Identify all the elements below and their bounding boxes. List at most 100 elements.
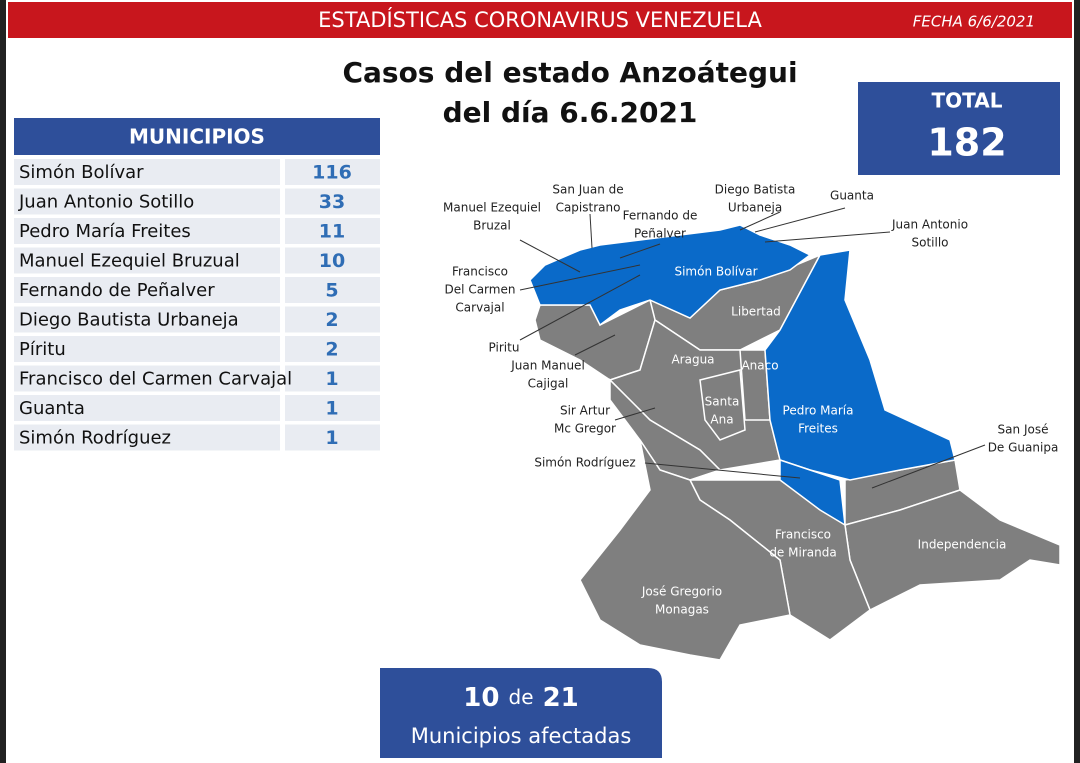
municipio-name: Manuel Ezequiel Bruzual (19, 251, 240, 272)
leader-line (619, 243, 661, 259)
of: de (509, 685, 534, 709)
summary-count: 10 de 21 (463, 683, 579, 713)
municipio-count: 10 (319, 250, 345, 272)
map-label: Monagas (655, 603, 709, 617)
map-label: Sotillo (911, 236, 948, 250)
map-label: Anaco (741, 359, 778, 373)
region (579, 439, 791, 661)
name-cell (14, 365, 280, 392)
municipio-count: 2 (325, 339, 338, 361)
count-cell (285, 277, 380, 303)
map-label: Simón Rodríguez (534, 456, 635, 470)
map-label: Cajigal (528, 377, 569, 391)
leader-line (519, 239, 581, 273)
municipio-name: Juan Antonio Sotillo (18, 192, 194, 213)
municipio-count: 116 (312, 162, 352, 184)
header-bar (8, 2, 1072, 38)
municipio-count: 1 (325, 368, 338, 390)
map-label: Peñalver (634, 227, 686, 241)
map-label: Sir Artur (560, 404, 610, 418)
map-label: Simón Bolívar (674, 265, 757, 279)
leader-line (754, 207, 846, 233)
name-cell (14, 247, 280, 274)
table-header-text: MUNICIPIOS (129, 125, 265, 149)
map-label: Urbaneja (728, 201, 782, 215)
map-label: San José (998, 423, 1049, 437)
map-label: Del Carmen (445, 283, 516, 297)
map-label: Mc Gregor (554, 422, 616, 436)
map: San Juan de Capistrano Manuel Ezequiel Bruz… (443, 183, 1061, 661)
count-cell (285, 395, 380, 421)
map-label: Francisco (775, 528, 831, 542)
region-affected (529, 224, 812, 327)
heading: del día 6.6.2021 (443, 96, 698, 129)
map-label: Fernando de (623, 209, 698, 223)
municipio-name: Francisco del Carmen Carvajal (19, 369, 292, 390)
map-label: Independencia (918, 538, 1007, 552)
table-header (14, 118, 380, 155)
municipio-count: 33 (319, 191, 345, 213)
name-cell (14, 218, 280, 244)
municipio-count: 1 (325, 398, 338, 420)
name-cell (14, 336, 280, 362)
map-label: Carvajal (455, 301, 504, 315)
map-label: Juan Antonio (891, 218, 968, 232)
map-label: José Gregorio (641, 585, 722, 599)
municipio-name: Diego Bautista Urbaneja (19, 310, 239, 331)
map-label: San Juan de (552, 183, 623, 197)
name-cell (14, 306, 280, 333)
map-label: Libertad (731, 305, 781, 319)
total-box (858, 82, 1060, 175)
name-cell (14, 424, 280, 451)
municipio-count: 11 (319, 221, 345, 243)
municipio-count: 5 (325, 280, 338, 302)
summary-box (380, 668, 662, 758)
municipio-name: Píritu (19, 339, 66, 360)
total-value: 182 (927, 121, 1006, 165)
leader-line (871, 444, 986, 489)
leader-line (739, 211, 781, 231)
map-label: Aragua (671, 353, 714, 367)
count-cell (285, 365, 380, 392)
map-label: Juan Manuel (510, 359, 585, 373)
count-cell (285, 336, 380, 362)
map-label: Piritu (489, 341, 520, 355)
leader-line (644, 462, 801, 479)
name-cell (14, 159, 280, 185)
leader-line (574, 334, 616, 356)
municipio-name: Fernando de Peñalver (19, 280, 215, 301)
count-cell (285, 306, 380, 333)
leader-line (764, 231, 891, 243)
count-cell (285, 218, 380, 244)
name-cell (14, 188, 280, 215)
region-affected (764, 249, 956, 481)
municipio-name: Pedro María Freites (19, 221, 191, 242)
map-label: de Miranda (769, 546, 836, 560)
affected: 10 (463, 683, 499, 713)
name-cell (14, 395, 280, 421)
count-cell (285, 424, 380, 451)
map-label: De Guanipa (988, 441, 1059, 455)
municipio-name: Guanta (19, 398, 85, 419)
name-cell (14, 277, 280, 303)
leader-line (589, 213, 593, 249)
count-cell (285, 159, 380, 185)
header-title: ESTADÍSTICAS CORONAVIRUS VENEZUELA (318, 7, 762, 32)
municipio-count: 2 (325, 309, 338, 331)
region (699, 369, 746, 441)
total-label: TOTAL (932, 89, 1003, 113)
map-label: Capistrano (556, 201, 621, 215)
summary-caption: Municipios afectadas (411, 724, 632, 748)
map-label: Pedro María (783, 404, 854, 418)
map-label: Guanta (830, 189, 874, 203)
region-affected (779, 458, 846, 527)
header-date: FECHA 6/6/2021 (913, 13, 1035, 31)
municipio-name: Simón Rodríguez (19, 428, 171, 449)
heading: Casos del estado Anzoátegui (342, 56, 797, 89)
map-label: Freites (798, 422, 838, 436)
map-label: Bruzal (473, 219, 511, 233)
map-label: Santa (705, 395, 740, 409)
map-label: Manuel Ezequiel (443, 201, 541, 215)
